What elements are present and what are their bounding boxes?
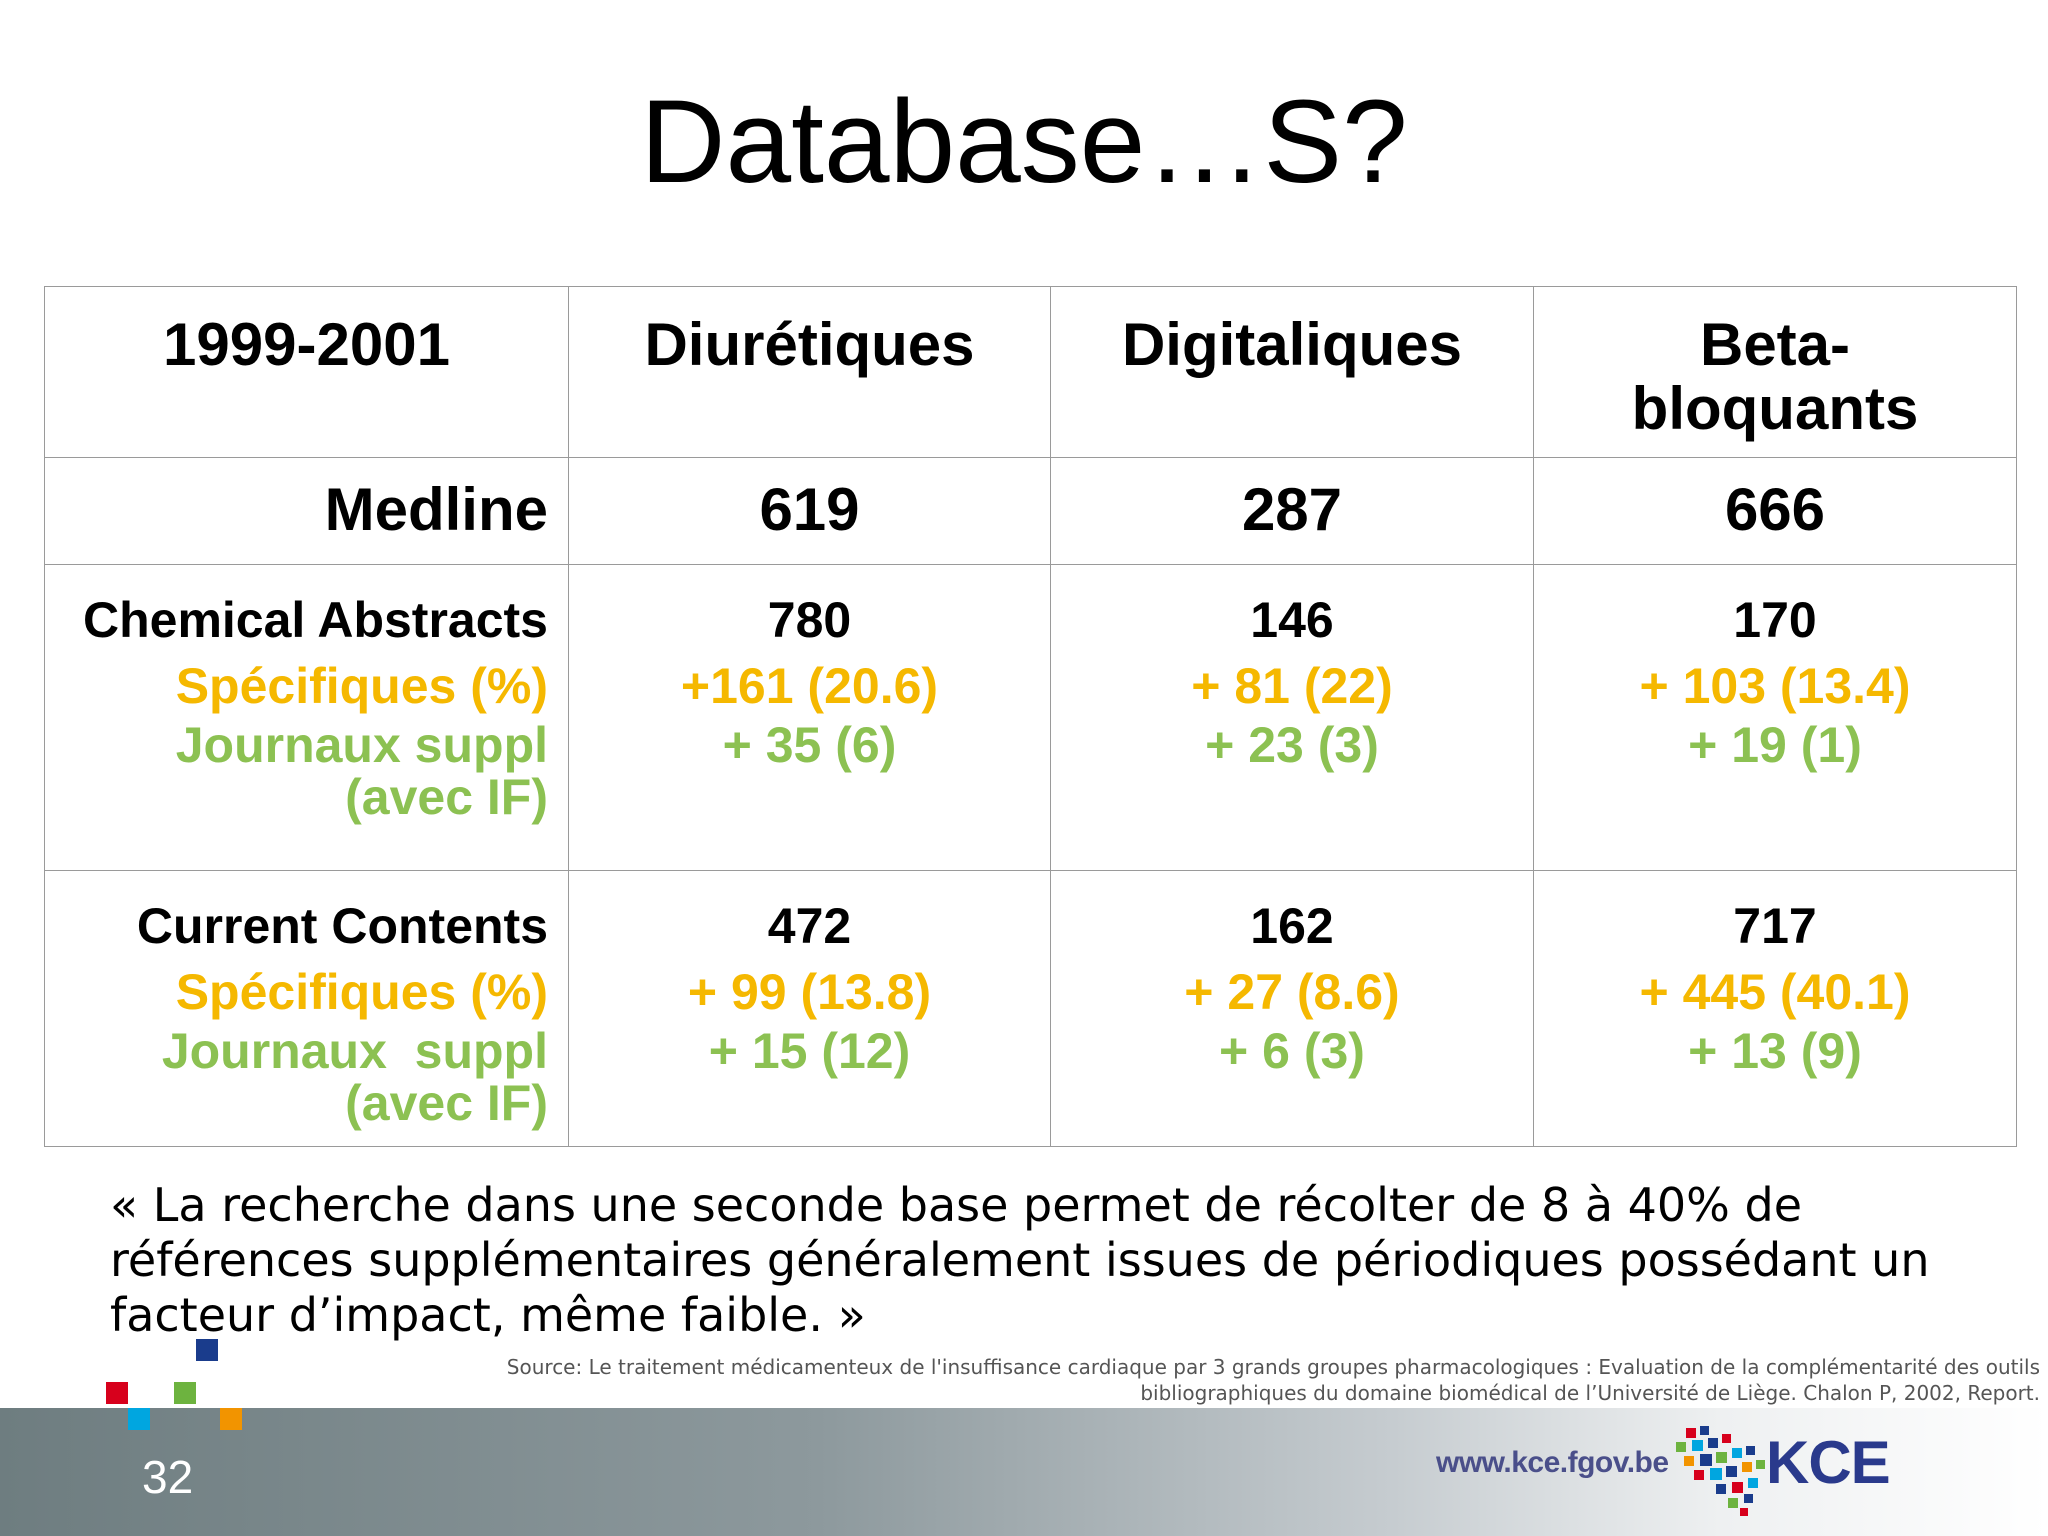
square-cyan-icon <box>128 1408 150 1430</box>
comparison-table: 1999-2001 Diurétiques Digitaliques Beta-… <box>44 286 2017 1147</box>
ca-total: 170 <box>1733 592 1817 648</box>
header-digitaliques: Digitaliques <box>1050 286 1534 458</box>
ca-specifiques: + 81 (22) <box>1191 658 1393 714</box>
chemical-abstracts-label: Chemical Abstracts <box>83 592 548 648</box>
ca-digitaliques-cell: 146 + 81 (22) + 23 (3) <box>1050 564 1534 871</box>
ca-journaux-label-1: Journaux suppl <box>175 717 548 773</box>
ca-journaux-label-2: (avec IF) <box>345 769 548 825</box>
ca-journaux: + 19 (1) <box>1688 717 1862 773</box>
cc-digitaliques-cell: 162 + 27 (8.6) + 6 (3) <box>1050 870 1534 1147</box>
cc-specifiques: + 445 (40.1) <box>1639 964 1911 1020</box>
slide-title: Database…S? <box>640 76 1408 208</box>
cc-journaux-label-1: Journaux suppl <box>161 1023 548 1079</box>
ca-specifiques: + 103 (13.4) <box>1639 658 1911 714</box>
kce-logo-text: KCE <box>1766 1429 1891 1496</box>
ca-specifiques: +161 (20.6) <box>680 658 939 714</box>
current-contents-label-cell: Current Contents Spécifiques (%) Journau… <box>44 870 569 1147</box>
cc-journaux: + 15 (12) <box>708 1023 911 1079</box>
square-red-icon <box>106 1382 128 1404</box>
ca-diuretiques-cell: 780 +161 (20.6) + 35 (6) <box>568 564 1051 871</box>
square-orange-icon <box>220 1408 242 1430</box>
chemical-abstracts-row: Chemical Abstracts Spécifiques (%) Journ… <box>44 564 2017 871</box>
ca-total: 146 <box>1250 592 1334 648</box>
ca-journaux: + 23 (3) <box>1205 717 1379 773</box>
cc-total: 717 <box>1733 898 1817 954</box>
square-blue-icon <box>196 1339 218 1361</box>
header-diuretiques: Diurétiques <box>568 286 1051 458</box>
cc-total: 472 <box>767 898 852 954</box>
medline-digitaliques: 287 <box>1050 457 1534 565</box>
ca-specifiques-label: Spécifiques (%) <box>175 658 548 714</box>
source-citation: Source: Le traitement médicamenteux de l… <box>340 1354 2040 1406</box>
medline-row: Medline 619 287 666 <box>44 457 2017 565</box>
medline-diuretiques: 619 <box>568 457 1051 565</box>
cc-beta-bloquants-cell: 717 + 445 (40.1) + 13 (9) <box>1533 870 2017 1147</box>
cc-journaux: + 13 (9) <box>1688 1023 1862 1079</box>
cc-diuretiques-cell: 472 + 99 (13.8) + 15 (12) <box>568 870 1051 1147</box>
header-beta-bloquants: Beta- bloquants <box>1533 286 2017 458</box>
cc-specifiques: + 27 (8.6) <box>1184 964 1400 1020</box>
cc-total: 162 <box>1250 898 1334 954</box>
source-line-2: bibliographiques du domaine biomédical d… <box>1140 1381 2040 1405</box>
chemical-abstracts-label-cell: Chemical Abstracts Spécifiques (%) Journ… <box>44 564 569 871</box>
kce-mosaic-logo-icon <box>1676 1426 1765 1516</box>
ca-journaux: + 35 (6) <box>722 717 897 773</box>
medline-beta-bloquants: 666 <box>1533 457 2017 565</box>
current-contents-label: Current Contents <box>136 898 548 954</box>
cc-journaux: + 6 (3) <box>1219 1023 1365 1079</box>
cc-specifiques-label: Spécifiques (%) <box>175 964 548 1020</box>
ca-total: 780 <box>767 592 852 648</box>
cc-specifiques: + 99 (13.8) <box>687 964 932 1020</box>
header-period: 1999-2001 <box>44 286 569 458</box>
ca-beta-bloquants-cell: 170 + 103 (13.4) + 19 (1) <box>1533 564 2017 871</box>
current-contents-row: Current Contents Spécifiques (%) Journau… <box>44 870 2017 1147</box>
quote-text: « La recherche dans une seconde base per… <box>110 1178 1930 1342</box>
table-header-row: 1999-2001 Diurétiques Digitaliques Beta-… <box>44 286 2017 458</box>
medline-label: Medline <box>44 457 569 565</box>
cc-journaux-label-2: (avec IF) <box>345 1075 548 1131</box>
source-line-1: Source: Le traitement médicamenteux de l… <box>506 1355 2040 1379</box>
page-number: 32 <box>142 1451 194 1503</box>
footer-url[interactable]: www.kce.fgov.be <box>1436 1446 1669 1479</box>
square-green-icon <box>174 1382 196 1404</box>
